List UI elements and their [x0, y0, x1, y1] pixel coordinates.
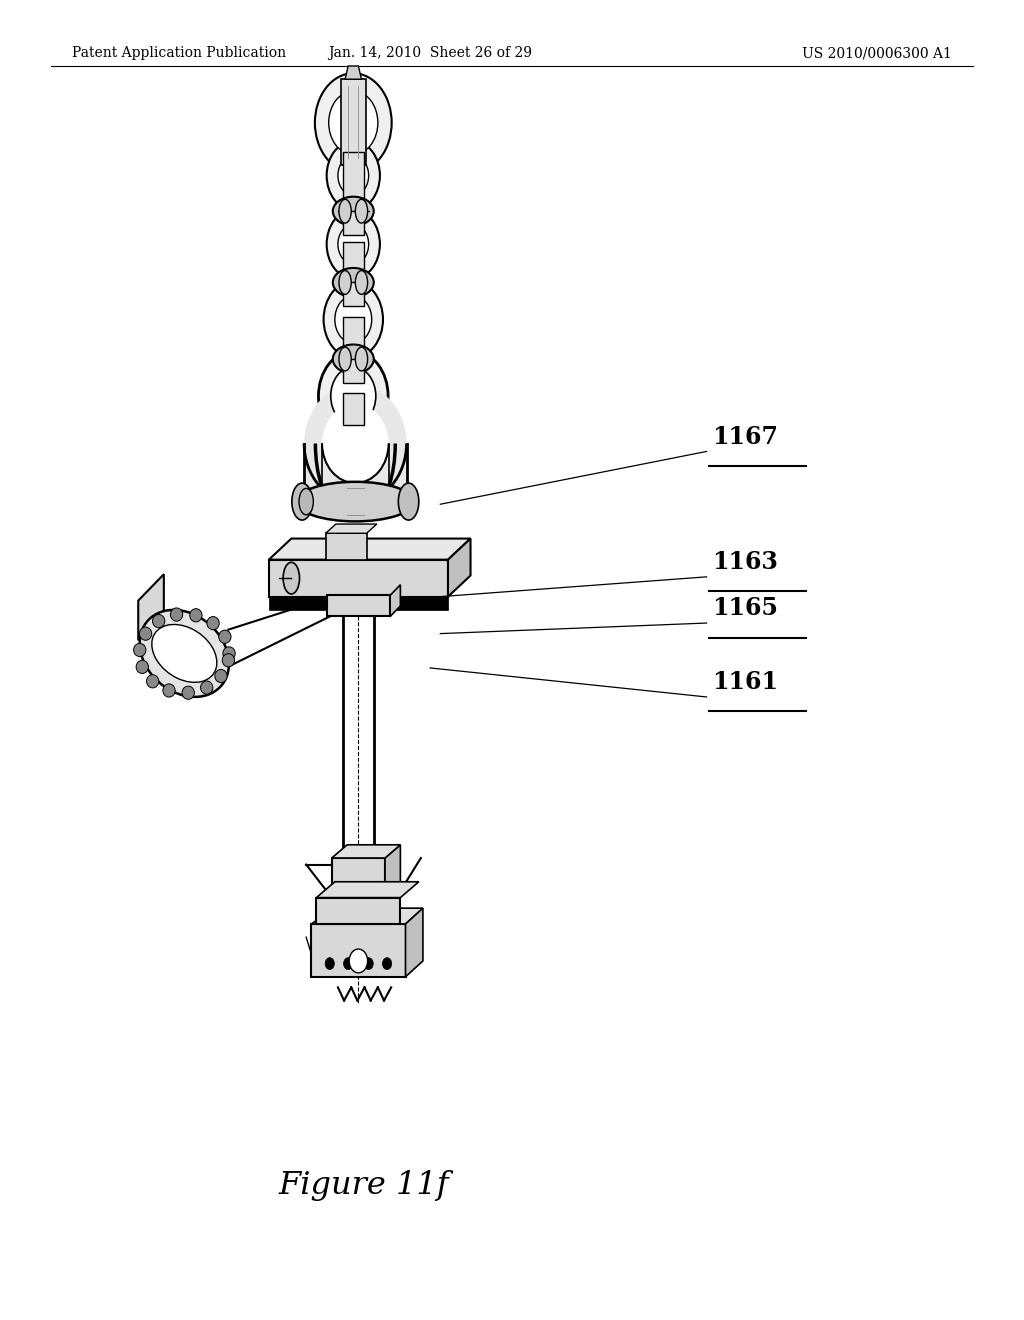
- Polygon shape: [138, 574, 164, 640]
- Text: 1165: 1165: [712, 597, 777, 620]
- Ellipse shape: [139, 610, 229, 697]
- Bar: [343, 211, 364, 235]
- Ellipse shape: [170, 609, 182, 622]
- Ellipse shape: [133, 643, 145, 656]
- Text: US 2010/0006300 A1: US 2010/0006300 A1: [803, 46, 952, 61]
- Ellipse shape: [297, 482, 414, 521]
- Ellipse shape: [383, 958, 391, 969]
- Ellipse shape: [223, 647, 236, 660]
- Ellipse shape: [318, 351, 388, 441]
- Bar: [341, 79, 366, 165]
- Bar: [326, 533, 367, 560]
- Bar: [343, 152, 364, 205]
- Ellipse shape: [365, 958, 373, 969]
- Ellipse shape: [139, 627, 152, 640]
- Ellipse shape: [339, 271, 351, 294]
- Ellipse shape: [329, 91, 378, 154]
- Polygon shape: [326, 524, 377, 533]
- Polygon shape: [332, 845, 400, 858]
- Ellipse shape: [325, 958, 334, 969]
- Ellipse shape: [355, 199, 368, 223]
- Polygon shape: [268, 539, 471, 560]
- Ellipse shape: [333, 268, 374, 297]
- Ellipse shape: [219, 630, 231, 643]
- Ellipse shape: [201, 681, 213, 694]
- Ellipse shape: [222, 653, 234, 667]
- Polygon shape: [311, 908, 423, 924]
- Ellipse shape: [355, 271, 368, 294]
- Polygon shape: [316, 882, 419, 898]
- Ellipse shape: [299, 488, 313, 515]
- Ellipse shape: [331, 367, 376, 425]
- Bar: [343, 317, 364, 350]
- Bar: [343, 359, 364, 383]
- Ellipse shape: [333, 345, 374, 374]
- Bar: [343, 393, 364, 425]
- Ellipse shape: [327, 210, 380, 279]
- Ellipse shape: [207, 616, 219, 630]
- Ellipse shape: [315, 73, 391, 172]
- Ellipse shape: [304, 384, 407, 503]
- Ellipse shape: [338, 156, 369, 195]
- Ellipse shape: [153, 615, 165, 628]
- Ellipse shape: [355, 347, 368, 371]
- Bar: [327, 595, 390, 616]
- Ellipse shape: [333, 197, 374, 226]
- Polygon shape: [449, 539, 471, 597]
- Ellipse shape: [338, 224, 369, 264]
- Ellipse shape: [335, 296, 372, 343]
- Text: 1163: 1163: [712, 550, 777, 574]
- Ellipse shape: [189, 609, 202, 622]
- Text: 1167: 1167: [712, 425, 777, 449]
- Ellipse shape: [322, 404, 388, 483]
- Ellipse shape: [152, 624, 217, 682]
- Ellipse shape: [292, 483, 312, 520]
- Text: Figure 11f: Figure 11f: [279, 1171, 449, 1201]
- Polygon shape: [390, 585, 400, 616]
- Ellipse shape: [163, 684, 175, 697]
- Ellipse shape: [182, 686, 195, 700]
- Bar: [332, 858, 385, 911]
- Bar: [316, 898, 400, 924]
- Ellipse shape: [327, 141, 380, 210]
- Polygon shape: [406, 908, 423, 977]
- Ellipse shape: [324, 281, 383, 358]
- Text: Jan. 14, 2010  Sheet 26 of 29: Jan. 14, 2010 Sheet 26 of 29: [328, 46, 532, 61]
- Text: Patent Application Publication: Patent Application Publication: [72, 46, 286, 61]
- Ellipse shape: [339, 199, 351, 223]
- Bar: [304, 444, 407, 508]
- Bar: [268, 560, 447, 597]
- Text: 1161: 1161: [712, 671, 777, 694]
- Ellipse shape: [283, 562, 299, 594]
- Bar: [343, 242, 364, 275]
- Bar: [343, 282, 364, 306]
- Bar: [311, 924, 406, 977]
- Ellipse shape: [146, 675, 159, 688]
- Polygon shape: [345, 66, 361, 79]
- Polygon shape: [385, 845, 400, 911]
- Ellipse shape: [215, 669, 227, 682]
- Bar: [268, 597, 447, 610]
- Ellipse shape: [339, 347, 351, 371]
- Ellipse shape: [136, 660, 148, 673]
- Ellipse shape: [398, 483, 419, 520]
- Ellipse shape: [349, 949, 368, 973]
- Ellipse shape: [343, 958, 352, 969]
